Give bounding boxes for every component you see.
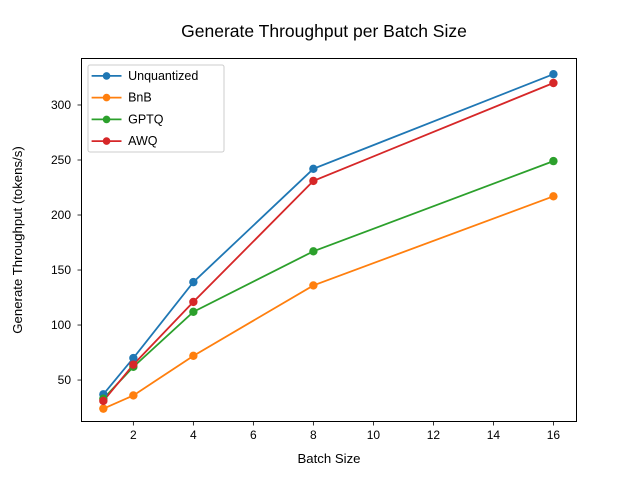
svg-text:Generate Throughput (tokens/s): Generate Throughput (tokens/s) xyxy=(10,146,25,333)
svg-text:250: 250 xyxy=(51,153,71,167)
svg-text:6: 6 xyxy=(250,428,257,442)
svg-text:Generate Throughput per Batch: Generate Throughput per Batch Size xyxy=(181,21,467,41)
svg-text:300: 300 xyxy=(51,98,71,112)
svg-text:200: 200 xyxy=(51,208,71,222)
svg-text:14: 14 xyxy=(487,428,501,442)
svg-text:16: 16 xyxy=(547,428,561,442)
svg-text:10: 10 xyxy=(367,428,381,442)
svg-text:AWQ: AWQ xyxy=(128,134,158,148)
svg-text:50: 50 xyxy=(58,373,72,387)
svg-text:2: 2 xyxy=(130,428,137,442)
svg-text:150: 150 xyxy=(51,263,71,277)
svg-text:BnB: BnB xyxy=(128,91,152,105)
svg-text:100: 100 xyxy=(51,318,71,332)
svg-text:Unquantized: Unquantized xyxy=(128,69,198,83)
svg-text:12: 12 xyxy=(427,428,441,442)
svg-text:4: 4 xyxy=(190,428,197,442)
svg-text:GPTQ: GPTQ xyxy=(128,112,164,126)
svg-text:8: 8 xyxy=(310,428,317,442)
svg-text:Batch Size: Batch Size xyxy=(297,451,360,466)
